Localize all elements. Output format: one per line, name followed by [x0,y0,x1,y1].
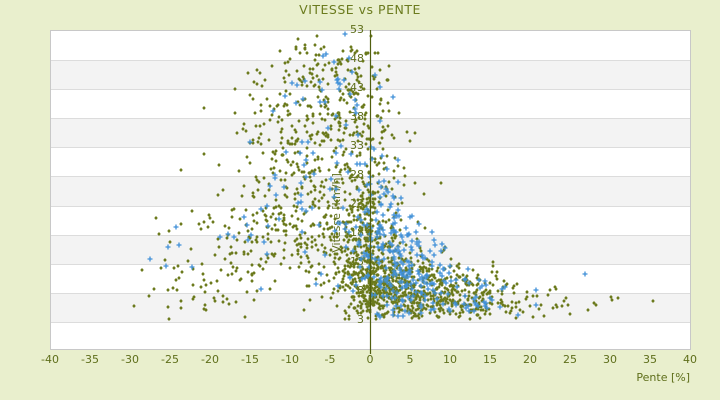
y-axis-tick-label: 3 [357,313,364,327]
x-axis-tick-label: 5 [406,353,414,366]
x-axis-tick-label: 10 [443,353,457,366]
x-axis-tick-label: 30 [603,353,617,366]
y-axis-tick-label: 48 [350,51,364,65]
x-axis-tick-label: 25 [563,353,577,366]
x-axis-tick-label: -10 [281,353,299,366]
y-axis-tick-label: 28 [350,167,364,181]
x-axis-tick-label: -35 [81,353,99,366]
x-axis-tick-label: 20 [523,353,537,366]
x-axis-tick-label: 40 [683,353,697,366]
y-axis-tick-label: 33 [350,138,364,152]
x-axis-tick-label: -20 [201,353,219,366]
x-axis-tick-label: 15 [483,353,497,366]
x-axis-tick-label: -30 [121,353,139,366]
scatter-series-plus [147,31,588,320]
x-axis-tick-label: -5 [324,353,336,366]
x-axis-tick-label: 0 [366,353,374,366]
x-axis-tick-label: 35 [643,353,657,366]
x-axis-tick-label: -15 [241,353,259,366]
x-axis-title: Pente [%] [636,371,690,384]
x-axis-tick-label: -40 [41,353,59,366]
y-axis-tick-label: 53 [350,22,364,36]
y-axis-tick-label: 43 [350,80,364,94]
chart-title: VITESSE vs PENTE [299,2,421,17]
scatter-points-layer [132,30,655,354]
x-axis-tick-label: -25 [161,353,179,366]
scatter-series-diamond [132,34,655,321]
